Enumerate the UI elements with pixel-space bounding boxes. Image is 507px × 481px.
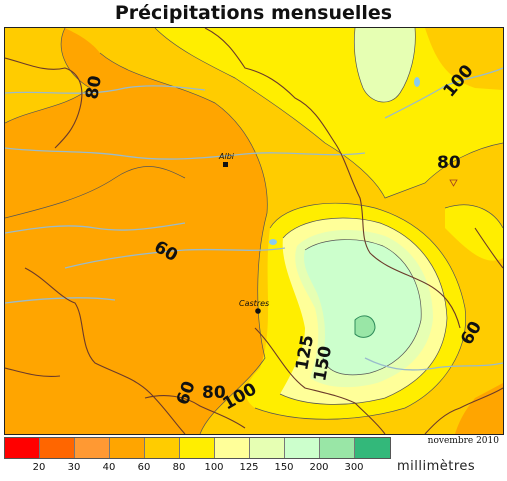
contour-label: 80 <box>202 383 226 403</box>
legend-swatches <box>4 437 391 459</box>
legend-tick-label: 60 <box>137 462 151 473</box>
legend-swatch <box>40 438 75 458</box>
contour-label: 80 <box>82 74 106 101</box>
legend-swatch <box>5 438 40 458</box>
city-marker-castres <box>255 308 261 314</box>
zone-200-300 <box>304 239 422 375</box>
legend-swatch <box>110 438 145 458</box>
legend-tick-label: 100 <box>204 462 224 473</box>
precipitation-map: Albi Castres 80 100 80 60 60 125 150 60 … <box>4 27 504 435</box>
legend-swatch <box>355 438 390 458</box>
legend-swatch <box>75 438 110 458</box>
map-canvas: Albi Castres 80 100 80 60 60 125 150 60 … <box>5 28 503 434</box>
map-title: Précipitations mensuelles <box>114 2 393 24</box>
legend-swatch <box>145 438 180 458</box>
city-label-castres: Castres <box>239 299 269 308</box>
legend-tick-label: 40 <box>102 462 116 473</box>
legend-swatch <box>250 438 285 458</box>
legend-tick-label: 20 <box>32 462 46 473</box>
rivers <box>5 67 503 371</box>
legend-tick-label: 30 <box>67 462 81 473</box>
legend-tick-label: 300 <box>344 462 364 473</box>
contour-label: 80 <box>437 153 461 173</box>
period-label: novembre 2010 <box>427 436 499 446</box>
zone-150-north <box>354 28 416 103</box>
lake-icon <box>414 77 420 87</box>
legend-ticks: 20 30 40 60 80 100 125 150 200 300 <box>4 459 389 475</box>
boundaries <box>5 28 503 434</box>
legend-tick-label: 80 <box>172 462 186 473</box>
zone-100-125-north <box>155 28 503 198</box>
legend-swatch <box>180 438 215 458</box>
contour-lines <box>5 28 503 434</box>
zone-100-125-east <box>445 204 503 261</box>
legend-tick-label: 150 <box>274 462 294 473</box>
legend-tick-label: 125 <box>239 462 259 473</box>
legend-swatch <box>285 438 320 458</box>
color-legend: 20 30 40 60 80 100 125 150 200 300 <box>4 437 391 475</box>
peak-marker-icon <box>449 179 458 187</box>
legend-swatch <box>320 438 355 458</box>
city-marker-albi <box>223 162 228 167</box>
legend-swatch <box>215 438 250 458</box>
unit-label: millimètres <box>397 459 476 474</box>
zone-300-plus <box>354 315 376 338</box>
city-label-albi: Albi <box>218 152 235 161</box>
zone-se <box>455 383 503 434</box>
lake-icon <box>269 239 277 245</box>
zone-80-100-nw <box>5 28 90 123</box>
legend-tick-label: 200 <box>309 462 329 473</box>
